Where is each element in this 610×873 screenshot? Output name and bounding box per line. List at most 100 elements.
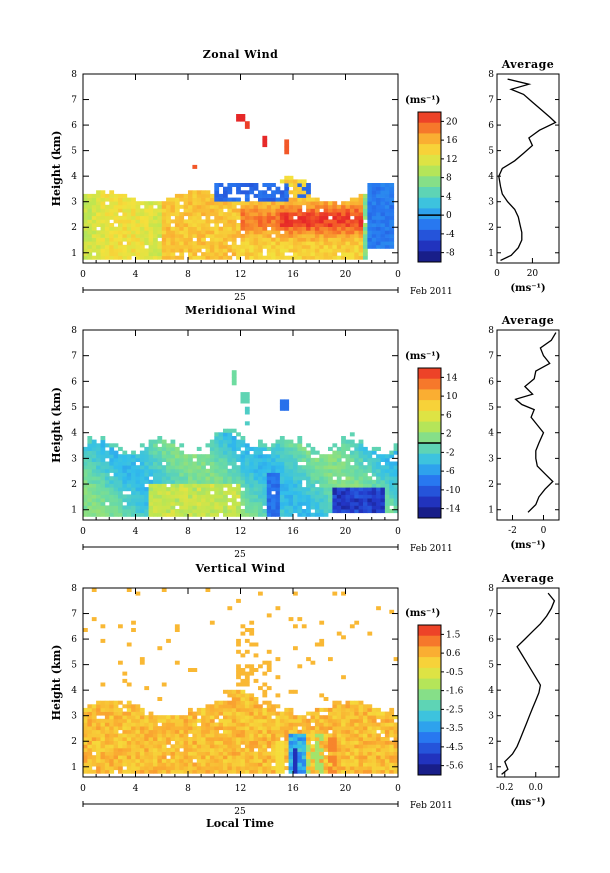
heatmap-cell [161, 446, 167, 451]
heatmap-cell [240, 443, 246, 448]
heatmap-cell [258, 248, 263, 253]
heatmap-cell [179, 248, 185, 253]
heatmap-cell [139, 255, 145, 260]
heatmap-cell [371, 747, 377, 752]
heatmap-cell [389, 201, 395, 206]
heatmap-cell [214, 744, 220, 749]
heatmap-cell [349, 443, 355, 448]
heatmap-cell [293, 204, 298, 209]
heatmap-cell [358, 472, 364, 477]
heatmap-cell [218, 747, 224, 752]
heatmap-cell [279, 722, 285, 727]
heatmap-cell [188, 244, 193, 249]
heatmap-cell [218, 244, 224, 249]
heatmap-cell [179, 223, 185, 227]
heatmap-cell [87, 740, 93, 745]
heatmap-cell [157, 505, 163, 510]
heatmap-cell [113, 244, 119, 249]
heatmap-cell [174, 244, 180, 249]
heatmap-cell [341, 718, 346, 723]
heatmap-cell [144, 446, 150, 451]
heatmap-cell [148, 212, 154, 217]
heatmap-cell [376, 233, 381, 238]
heatmap-cell [314, 476, 320, 481]
heatmap-cell [341, 769, 346, 774]
heatmap-cell [253, 744, 259, 749]
heatmap-cell [109, 443, 115, 448]
heatmap-cell [284, 212, 290, 217]
heatmap-cell [144, 747, 150, 752]
heatmap-cell [109, 722, 115, 727]
heatmap-cell [293, 498, 298, 503]
colorbar-segment [418, 721, 441, 733]
heatmap-cell [288, 237, 294, 242]
heatmap-cell [236, 454, 241, 459]
heatmap-cell [144, 476, 150, 481]
heatmap-cell [358, 700, 364, 705]
heatmap-cell [266, 707, 272, 712]
heatmap-cell [384, 201, 390, 206]
heatmap-cell [240, 653, 246, 658]
heatmap-cell [371, 718, 377, 723]
heatmap-cell [288, 233, 294, 238]
heatmap-cell [104, 490, 110, 495]
heatmap-cell [192, 193, 198, 198]
heatmap-cell [192, 204, 198, 209]
heatmap-cell [301, 624, 307, 629]
heatmap-cell [192, 233, 198, 238]
heatmap-cell [306, 512, 311, 517]
heatmap-cell [104, 726, 110, 731]
heatmap-cell [153, 512, 158, 517]
heatmap-cell [301, 726, 307, 731]
heatmap-cell [371, 233, 377, 238]
heatmap-cell [345, 766, 351, 771]
heatmap-cell [271, 501, 276, 506]
heatmap-cell [293, 762, 298, 767]
heatmap-cell [231, 512, 237, 517]
heatmap-cell [91, 758, 97, 763]
heatmap-cell [332, 252, 338, 257]
heatmap-cell [218, 457, 224, 462]
heatmap-cell [284, 707, 290, 712]
heatmap-cell [192, 252, 198, 257]
heatmap-cell [113, 509, 119, 514]
heatmap-cell [253, 450, 259, 455]
heatmap-cell [170, 769, 176, 774]
heatmap-cell [227, 219, 233, 224]
heatmap-cell [249, 755, 255, 760]
heatmap-cell [262, 762, 268, 767]
average-y-tick-label: 5 [488, 403, 494, 413]
heatmap-cell [266, 476, 272, 481]
heatmap-cell [196, 747, 202, 752]
heatmap-cell [113, 737, 119, 741]
heatmap-cell [319, 722, 325, 727]
heatmap-cell [301, 758, 307, 763]
heatmap-cell [297, 446, 303, 451]
heatmap-cell [253, 769, 259, 774]
heatmap-cell [249, 472, 255, 477]
heatmap-cell [157, 501, 163, 506]
heatmap-cell [148, 722, 154, 727]
heatmap-cell [341, 726, 346, 731]
heatmap-cell [148, 737, 154, 741]
heatmap-cell [122, 494, 128, 499]
heatmap-cell [179, 509, 185, 514]
heatmap-cell [279, 233, 285, 238]
y-tick-label: 4 [71, 429, 77, 439]
heatmap-cell [301, 722, 307, 727]
heatmap-cell [174, 476, 180, 481]
heatmap-cell [258, 737, 263, 741]
y-tick-label: 5 [71, 147, 77, 157]
y-tick-label: 7 [71, 96, 77, 106]
heatmap-cell [240, 208, 246, 213]
heatmap-cell [227, 201, 233, 206]
heatmap-cell [293, 751, 298, 756]
heatmap-cell [319, 212, 325, 217]
heatmap-cell [122, 472, 128, 477]
heatmap-cell [266, 744, 272, 749]
heatmap-cell [196, 707, 202, 712]
heatmap-cell [100, 498, 106, 503]
heatmap-cell [332, 762, 338, 767]
heatmap-cell [253, 201, 259, 206]
heatmap-cell [227, 606, 233, 611]
